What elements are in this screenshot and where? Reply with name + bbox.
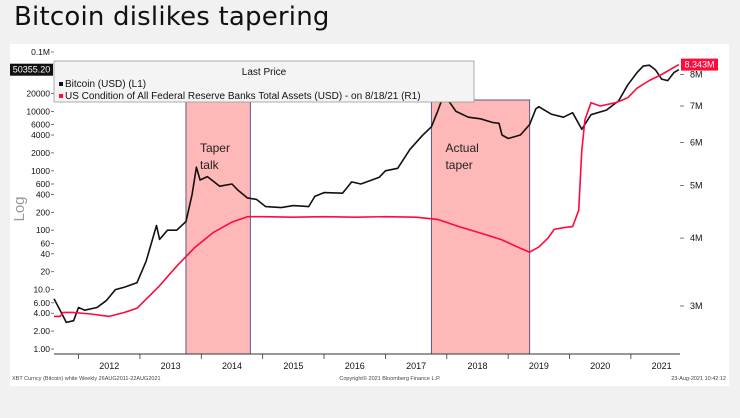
fed-last-value-label: 8.343M	[684, 60, 714, 70]
shaded-region-label-1-1: Taper	[200, 141, 230, 155]
legend-title: Last Price	[242, 67, 287, 78]
fed-assets-line	[54, 63, 680, 318]
right-tick-label: 4M	[690, 233, 703, 243]
footer-left: XBT Curncy (Bitcoin) white Weekly 26AUG2…	[12, 376, 161, 382]
x-tick-label: 2017	[406, 361, 426, 371]
legend-swatch-fed-assets	[59, 94, 63, 98]
left-tick-label: 400	[36, 189, 50, 199]
left-tick-label: 2.00	[33, 326, 50, 336]
footer-center: Copyright© 2021 Bloomberg Finance L.P.	[339, 375, 441, 382]
right-tick-label: 3M	[690, 301, 703, 311]
x-tick-label: 2016	[345, 361, 365, 371]
left-tick-label: 100	[36, 225, 50, 235]
left-tick-label: 6.00	[33, 298, 50, 308]
y-axis-label: Log	[11, 196, 28, 221]
shaded-region-1	[185, 99, 251, 355]
shaded-region-label-2-1: Actual	[445, 141, 478, 155]
fed-last-value-box	[681, 58, 718, 71]
left-tick-label: 40	[41, 249, 51, 259]
x-tick-label: 2014	[222, 361, 242, 371]
right-tick-label: 7M	[690, 101, 703, 111]
shaded-region-label-1-2: talk	[200, 158, 220, 172]
left-tick-label: 4000	[31, 130, 50, 140]
legend-entry-bitcoin: Bitcoin (USD) (L1)	[65, 79, 146, 90]
left-tick-label: 200	[36, 207, 50, 217]
x-tick-label: 2018	[467, 361, 487, 371]
right-tick-label: 6M	[690, 137, 703, 147]
bitcoin-last-price-label: 50355.20	[13, 65, 51, 75]
legend-entry-fed-assets: US Condition of All Federal Reserve Bank…	[65, 91, 421, 102]
x-tick-label: 2021	[652, 361, 672, 371]
legend-swatch-bitcoin	[59, 82, 63, 86]
shaded-region-2	[430, 99, 531, 355]
x-tick-label: 2019	[529, 361, 549, 371]
left-tick-label: 600	[36, 179, 50, 189]
left-tick-label: 20	[41, 267, 51, 277]
left-tick-label: 1.00	[33, 344, 50, 354]
footer-right: 23-Aug-2021 10:42:12	[671, 376, 726, 382]
right-tick-label: 5M	[690, 180, 703, 190]
left-tick-label: 1000	[31, 166, 50, 176]
x-tick-label: 2015	[283, 361, 303, 371]
bitcoin-last-price-box	[10, 63, 53, 76]
page-title: Bitcoin dislikes tapering	[14, 2, 330, 32]
right-tick-label: 8M	[690, 69, 703, 79]
left-tick-label: 20000	[26, 89, 50, 99]
left-tick-label: 10000	[26, 106, 50, 116]
legend-box	[53, 60, 475, 103]
x-tick-label: 2020	[590, 361, 610, 371]
left-tick-label: 10.0	[33, 285, 50, 295]
chart-frame: Taper talk Actual taper 0.1M 20000 10000 6000 40…	[10, 44, 729, 386]
bitcoin-line	[53, 64, 680, 324]
x-tick-label: 2012	[99, 361, 119, 371]
left-tick-label: 60	[41, 238, 51, 248]
left-tick-label: 4.00	[33, 308, 50, 318]
x-tick-label: 2013	[161, 361, 181, 371]
left-tick-label: 2000	[31, 148, 50, 158]
left-tick-label: 0.1M	[31, 47, 50, 57]
left-tick-label: 6000	[31, 120, 50, 130]
shaded-region-label-2-2: taper	[445, 158, 472, 172]
bitcoin-vs-fed-assets-chart: TapertalkActualtaper0.1M2000010000600040…	[10, 47, 726, 382]
